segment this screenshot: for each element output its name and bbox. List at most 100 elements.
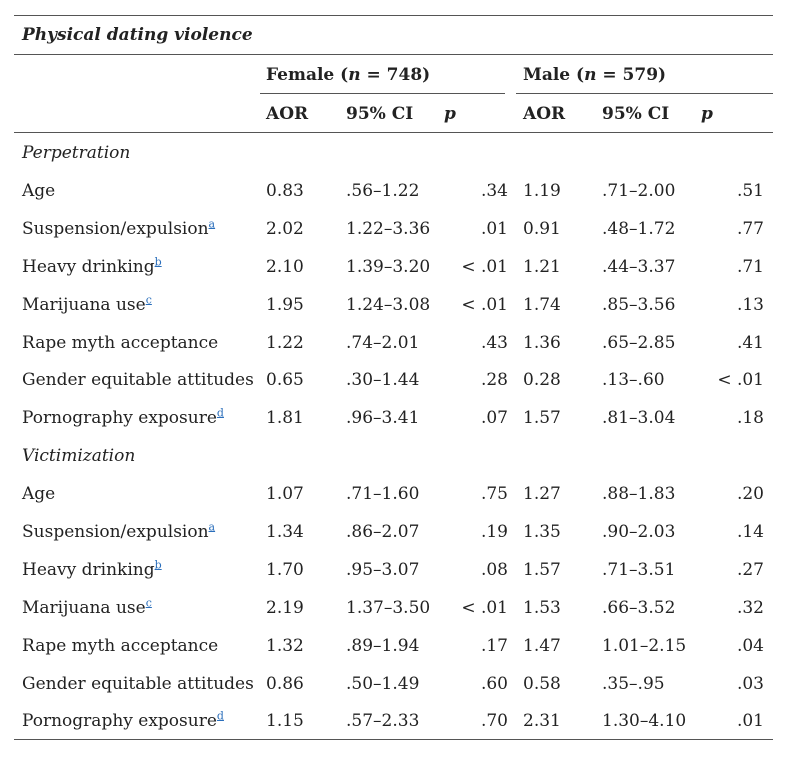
male-ci-cell: .13–.60 bbox=[602, 370, 665, 390]
female-aor-cell: 1.81 bbox=[266, 408, 304, 428]
male-ci-cell: .66–3.52 bbox=[602, 598, 676, 618]
row-label: Age bbox=[22, 484, 56, 504]
male-p-cell: .51 bbox=[736, 181, 764, 201]
male-aor-cell: 1.21 bbox=[523, 257, 561, 277]
footnote-link[interactable]: a bbox=[208, 217, 216, 231]
male-ci-cell: .90–2.03 bbox=[602, 522, 676, 542]
row-label: Pornography exposured bbox=[22, 709, 224, 731]
top-rule bbox=[14, 15, 773, 16]
female-aor-cell: 1.95 bbox=[266, 295, 304, 315]
footnote-link[interactable]: d bbox=[216, 406, 224, 420]
female-ci-cell: 1.39–3.20 bbox=[346, 257, 431, 277]
female-aor-cell: 0.65 bbox=[266, 370, 304, 390]
female-p-cell: < .01 bbox=[461, 295, 508, 315]
male-ci-cell: .71–2.00 bbox=[602, 181, 676, 201]
male-p-header: p bbox=[701, 104, 713, 124]
male-ci-cell: .48–1.72 bbox=[602, 219, 676, 239]
female-ci-header: 95% CI bbox=[346, 104, 414, 124]
male-aor-cell: 0.58 bbox=[523, 674, 561, 694]
male-p-cell: .03 bbox=[736, 674, 764, 694]
female-p-cell: .08 bbox=[480, 560, 508, 580]
male-aor-cell: 2.31 bbox=[523, 711, 561, 731]
female-aor-cell: 0.86 bbox=[266, 674, 304, 694]
female-p-cell: .07 bbox=[480, 408, 508, 428]
footnote-link[interactable]: d bbox=[216, 709, 224, 723]
row-label: Rape myth acceptance bbox=[22, 333, 219, 353]
male-ci-cell: .35–.95 bbox=[602, 674, 665, 694]
row-label: Suspension/expulsiona bbox=[22, 520, 216, 542]
row-label: Age bbox=[22, 181, 56, 201]
bottom-rule bbox=[14, 739, 773, 740]
male-group-rule bbox=[516, 93, 773, 94]
male-p-cell: .20 bbox=[736, 484, 764, 504]
female-ci-cell: .86–2.07 bbox=[346, 522, 420, 542]
male-p-cell: .14 bbox=[736, 522, 764, 542]
female-ci-cell: .96–3.41 bbox=[346, 408, 420, 428]
male-p-cell: .13 bbox=[736, 295, 764, 315]
female-aor-cell: 2.02 bbox=[266, 219, 304, 239]
female-ci-cell: .89–1.94 bbox=[346, 636, 420, 656]
male-ci-cell: .85–3.56 bbox=[602, 295, 676, 315]
female-p-cell: .34 bbox=[480, 181, 508, 201]
female-aor-cell: 1.07 bbox=[266, 484, 304, 504]
male-aor-cell: 1.53 bbox=[523, 598, 561, 618]
male-ci-cell: 1.01–2.15 bbox=[602, 636, 687, 656]
female-p-cell: .43 bbox=[480, 333, 508, 353]
section-label: Victimization bbox=[22, 446, 136, 466]
female-aor-cell: 1.15 bbox=[266, 711, 304, 731]
footnote-link[interactable]: c bbox=[145, 596, 152, 610]
male-p-cell: .18 bbox=[736, 408, 764, 428]
male-aor-cell: 1.19 bbox=[523, 181, 561, 201]
female-ci-cell: .50–1.49 bbox=[346, 674, 420, 694]
row-label: Marijuana usec bbox=[22, 293, 152, 315]
female-ci-cell: .57–2.33 bbox=[346, 711, 420, 731]
female-group-header: Female (n = 748) bbox=[266, 65, 431, 85]
male-p-cell: .71 bbox=[736, 257, 764, 277]
title-rule bbox=[14, 54, 773, 55]
male-aor-cell: 1.35 bbox=[523, 522, 561, 542]
male-group-header: Male (n = 579) bbox=[523, 65, 667, 85]
female-p-cell: .01 bbox=[480, 219, 508, 239]
female-aor-cell: 1.22 bbox=[266, 333, 304, 353]
female-ci-cell: .30–1.44 bbox=[346, 370, 420, 390]
row-label: Suspension/expulsiona bbox=[22, 217, 216, 239]
row-label: Gender equitable attitudes bbox=[22, 674, 254, 694]
footnote-link[interactable]: b bbox=[154, 558, 162, 572]
male-aor-cell: 1.57 bbox=[523, 408, 561, 428]
female-p-cell: .28 bbox=[480, 370, 508, 390]
female-ci-cell: .95–3.07 bbox=[346, 560, 420, 580]
female-ci-cell: .74–2.01 bbox=[346, 333, 420, 353]
male-ci-cell: .88–1.83 bbox=[602, 484, 676, 504]
section-label: Perpetration bbox=[22, 143, 131, 163]
male-p-cell: .77 bbox=[736, 219, 764, 239]
male-aor-cell: 1.57 bbox=[523, 560, 561, 580]
female-group-rule bbox=[260, 93, 505, 94]
footnote-link[interactable]: a bbox=[208, 520, 216, 534]
female-ci-cell: 1.24–3.08 bbox=[346, 295, 431, 315]
male-p-cell: .01 bbox=[736, 711, 764, 731]
female-ci-cell: .71–1.60 bbox=[346, 484, 420, 504]
male-ci-cell: .81–3.04 bbox=[602, 408, 676, 428]
female-p-cell: .70 bbox=[480, 711, 508, 731]
table-title: Physical dating violence bbox=[22, 25, 253, 45]
row-label: Heavy drinkingb bbox=[22, 255, 162, 277]
male-aor-cell: 0.28 bbox=[523, 370, 561, 390]
row-label: Gender equitable attitudes bbox=[22, 370, 254, 390]
female-ci-cell: .56–1.22 bbox=[346, 181, 420, 201]
footnote-link[interactable]: c bbox=[145, 293, 152, 307]
female-p-cell: .19 bbox=[480, 522, 508, 542]
footnote-link[interactable]: b bbox=[154, 255, 162, 269]
row-label: Marijuana usec bbox=[22, 596, 152, 618]
male-aor-cell: 1.47 bbox=[523, 636, 561, 656]
male-ci-cell: .44–3.37 bbox=[602, 257, 676, 277]
female-ci-cell: 1.22–3.36 bbox=[346, 219, 431, 239]
male-aor-cell: 1.36 bbox=[523, 333, 561, 353]
male-p-cell: .27 bbox=[736, 560, 764, 580]
male-p-cell: < .01 bbox=[717, 370, 764, 390]
female-p-cell: < .01 bbox=[461, 257, 508, 277]
male-p-cell: .41 bbox=[736, 333, 764, 353]
row-label: Rape myth acceptance bbox=[22, 636, 219, 656]
female-aor-cell: 1.34 bbox=[266, 522, 304, 542]
female-aor-cell: 2.19 bbox=[266, 598, 304, 618]
male-p-cell: .32 bbox=[736, 598, 764, 618]
